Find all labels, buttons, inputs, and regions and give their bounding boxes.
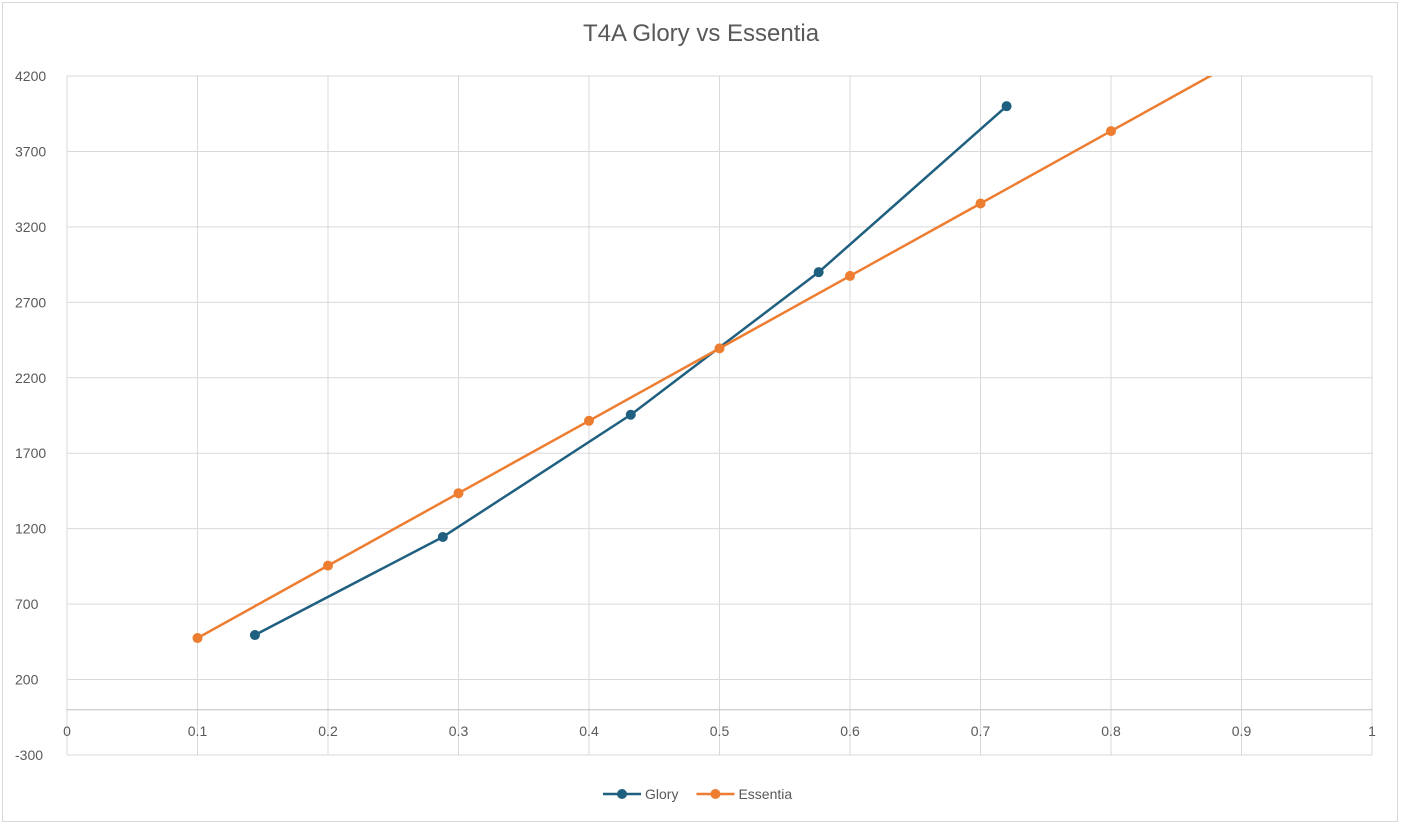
y-tick-label: 700	[15, 596, 39, 612]
legend-label: Glory	[645, 786, 678, 802]
data-point	[975, 198, 986, 209]
x-tick-label: 0.9	[1232, 723, 1252, 739]
x-tick-label: 0.7	[971, 723, 991, 739]
series-glory	[249, 101, 1012, 641]
chart-title: T4A Glory vs Essentia	[582, 20, 820, 47]
x-tick-label: 0.1	[188, 723, 208, 739]
data-point	[625, 409, 636, 420]
data-point	[1106, 126, 1116, 137]
data-point	[714, 343, 725, 354]
legend-item-glory: Glory	[603, 786, 678, 802]
y-tick-label: 3200	[15, 219, 46, 235]
y-tick-label: 2700	[15, 294, 46, 310]
y-tick-label: 4200	[15, 68, 46, 84]
tick-labels: -300 200 700 1200 1700 2200 2700 3200 3700 4200 0 0…	[15, 68, 1376, 763]
x-tick-label: 1	[1368, 723, 1376, 739]
legend-label: Essentia	[738, 786, 792, 802]
series-essentia	[192, 76, 1213, 644]
x-tick-label: 0.8	[1101, 723, 1121, 739]
x-tick-label: 0.3	[449, 723, 469, 739]
x-tick-label: 0	[63, 723, 71, 739]
legend-item-essentia: Essentia	[696, 786, 792, 802]
y-tick-label: 3700	[15, 143, 46, 159]
x-tick-label: 0.5	[710, 723, 730, 739]
y-tick-label: 200	[15, 672, 39, 688]
x-tick-label: 0.6	[840, 723, 860, 739]
data-point	[813, 267, 824, 278]
data-point	[1001, 101, 1012, 112]
data-point	[323, 560, 333, 571]
x-tick-label: 0.4	[579, 723, 599, 739]
legend-marker	[710, 789, 721, 799]
data-point	[192, 633, 203, 644]
data-point	[845, 270, 855, 281]
plot-area	[192, 76, 1213, 644]
data-point	[584, 415, 594, 426]
series-line	[254, 105, 1008, 637]
gridlines	[66, 75, 1373, 756]
y-tick-label: 1700	[15, 445, 46, 461]
legend-marker	[617, 789, 627, 799]
data-point	[249, 630, 260, 641]
y-tick-label: 2200	[15, 370, 46, 386]
x-tick-label: 0.2	[318, 723, 338, 739]
data-point	[437, 531, 448, 542]
data-point	[453, 488, 464, 499]
y-tick-label: 1200	[15, 521, 46, 537]
legend: Glory Essentia	[603, 786, 792, 802]
y-tick-label: -300	[15, 747, 43, 763]
